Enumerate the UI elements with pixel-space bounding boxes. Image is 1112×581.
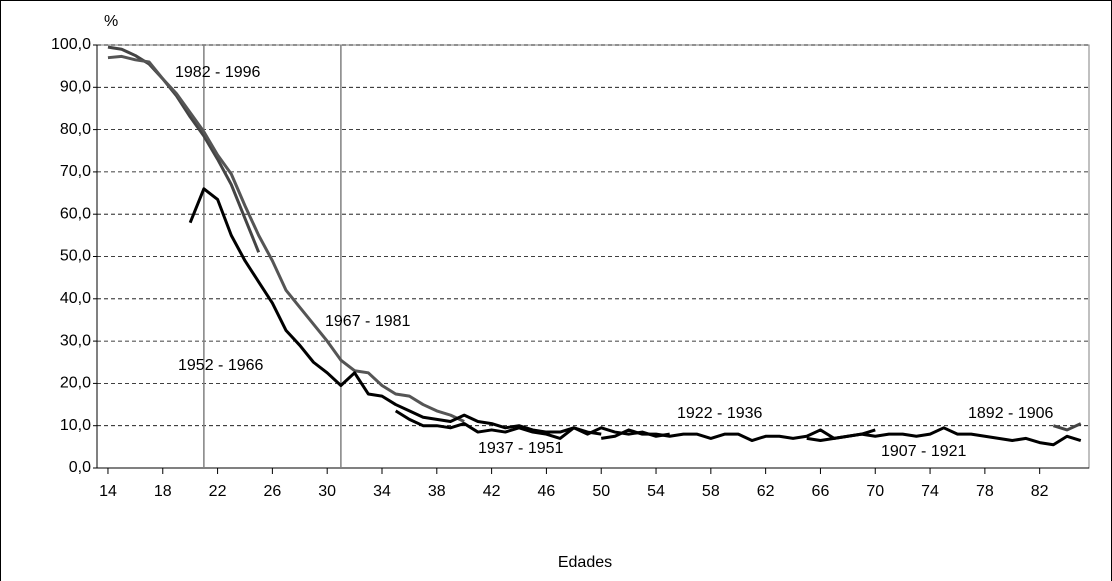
y-tick-label: 50,0	[60, 248, 91, 265]
series-line	[107, 45, 261, 253]
x-tick-label: 82	[1031, 483, 1049, 500]
x-tick-label: 38	[428, 483, 446, 500]
y-tick-label: 10,0	[60, 417, 91, 434]
series-label: 1937 - 1951	[478, 440, 564, 457]
y-tick-label: 70,0	[60, 163, 91, 180]
series-label: 1922 - 1936	[677, 405, 763, 422]
y-tick-label: 30,0	[60, 332, 91, 349]
x-tick-label: 54	[647, 483, 665, 500]
y-tick-label: 40,0	[60, 290, 91, 307]
x-tick-label: 50	[592, 483, 610, 500]
x-tick-label: 42	[483, 483, 501, 500]
y-tick-label: 80,0	[60, 121, 91, 138]
x-tick-label: 18	[154, 483, 172, 500]
x-tick-label: 46	[538, 483, 556, 500]
x-tick-label: 78	[976, 483, 994, 500]
series-line	[188, 187, 602, 436]
x-tick-label: 70	[866, 483, 884, 500]
x-tick-label: 22	[209, 483, 227, 500]
x-tick-label: 30	[318, 483, 336, 500]
x-tick-label: 58	[702, 483, 720, 500]
series-label: 1982 - 1996	[175, 64, 261, 81]
y-tick-label: 100,0	[51, 36, 91, 53]
x-axis-title: Edades	[558, 554, 612, 571]
y-tick-label: 20,0	[60, 375, 91, 392]
series-label: 1907 - 1921	[881, 443, 967, 460]
x-tick-label: 26	[263, 483, 281, 500]
series-label: 1952 - 1966	[178, 357, 264, 374]
y-tick-label: 90,0	[60, 79, 91, 96]
series-line	[806, 426, 1082, 447]
x-tick-label: 62	[757, 483, 775, 500]
series-line	[107, 54, 465, 423]
x-tick-label: 14	[99, 483, 117, 500]
y-tick-label: 60,0	[60, 205, 91, 222]
y-unit: %	[104, 13, 118, 30]
series-label: 1967 - 1981	[325, 313, 411, 330]
x-tick-label: 74	[921, 483, 939, 500]
x-tick-label: 34	[373, 483, 391, 500]
series-line	[1052, 422, 1082, 432]
series-label: 1892 - 1906	[968, 405, 1054, 422]
series-line	[600, 428, 876, 443]
y-tick-label: 0,0	[69, 459, 91, 476]
x-tick-label: 66	[812, 483, 830, 500]
